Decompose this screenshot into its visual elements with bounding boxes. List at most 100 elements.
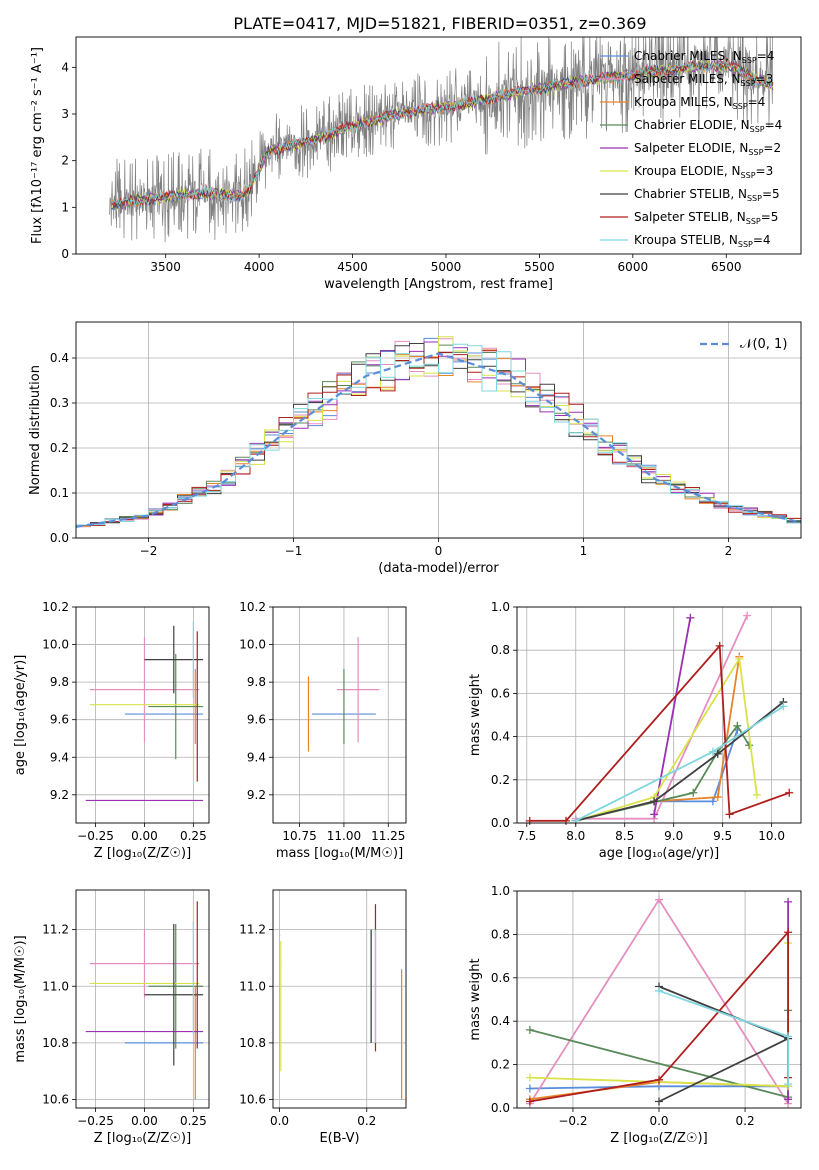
series-line-kroupa-elodie	[575, 656, 758, 822]
series-marker-salpeter-stelib	[785, 788, 794, 797]
y-tick-label: 10.0	[239, 638, 266, 652]
series-marker-chabrier-elodie	[733, 721, 742, 730]
plot-layer: 3500 4000 4500 5000 5500 6000 6500 0 1 2 3 4 wavelen…	[13, 36, 802, 1146]
series-marker-kroupa-elodie	[525, 1073, 534, 1082]
gaussian-curve	[75, 352, 802, 528]
x-tick-label: 4000	[244, 260, 275, 274]
series-marker-kroupa-stelib	[784, 1080, 793, 1089]
series-line-chabrier-miles	[575, 729, 739, 822]
x-tick-label: 0.2	[357, 1114, 376, 1128]
series-marker-chabrier-elodie	[689, 788, 698, 797]
plot-area	[109, 36, 774, 243]
y-axis-label: Flux [fλ10⁻¹⁷ erg cm⁻² s⁻¹ A⁻¹]	[30, 47, 45, 244]
y-axis-label: mass weight	[468, 674, 483, 756]
y-tick-label: 9.6	[247, 713, 266, 727]
y-tick-label: 0.3	[50, 396, 69, 410]
series-marker-chabrier-stelib	[655, 1097, 663, 1106]
panel-age-vs-Z: −0.25 0.00 0.25 9.2 9.4 9.6 9.8 10.0 10.2 Z [log₁…	[13, 600, 210, 861]
x-tick-label: 4500	[337, 260, 368, 274]
y-tick-label: 10.8	[239, 1036, 266, 1050]
x-axis-label: Z [log₁₀(Z/Z☉)]	[94, 1131, 191, 1146]
series-line-salpeter-stelib	[529, 929, 789, 1103]
y-tick-label: 9.6	[50, 713, 69, 727]
x-tick-label: 0.25	[180, 1114, 207, 1128]
x-tick-label: 10.75	[282, 829, 316, 843]
y-tick-label: 0.2	[491, 773, 510, 787]
series-marker-salpeter-stelib	[525, 1097, 534, 1106]
legend-label-gaussian: 𝒩(0, 1)	[740, 337, 787, 352]
x-tick-label: 3500	[150, 260, 181, 274]
series-marker-kroupa-elodie	[752, 790, 761, 799]
x-tick-label: −1	[285, 544, 303, 558]
series-marker-salpeter-elodie	[650, 810, 659, 819]
series-marker-salpeter-elodie	[784, 1095, 793, 1104]
y-tick-label: 0.0	[50, 531, 69, 545]
y-tick-label: 0.2	[491, 1058, 510, 1072]
series-marker-salpeter-stelib	[525, 816, 534, 825]
x-tick-label: 6000	[618, 260, 649, 274]
series-marker-kroupa-miles	[713, 793, 722, 802]
legend-label-salpeter-elodie: Salpeter ELODIE, NSSP=2	[634, 141, 781, 157]
series-marker-kroupa-stelib	[779, 702, 788, 711]
series-line-salpeter-elodie	[653, 617, 692, 815]
series-marker-salpeter-elodie	[686, 613, 695, 622]
x-axis-label: wavelength [Angstrom, rest frame]	[324, 277, 553, 292]
y-tick-label: 9.4	[50, 750, 69, 764]
x-tick-label: 0.2	[736, 1114, 755, 1128]
plot-area	[525, 611, 794, 825]
series-marker-chabrier-miles	[525, 1084, 534, 1093]
series-marker-kroupa-stelib	[784, 1032, 793, 1041]
y-tick-label: 9.2	[247, 788, 266, 802]
y-tick-label: 11.0	[239, 979, 266, 993]
y-tick-label: 0.4	[491, 1014, 510, 1028]
y-tick-label: 0.8	[491, 643, 510, 657]
legend-label-chabrier-elodie: Chabrier ELODIE, NSSP=4	[634, 118, 782, 134]
x-tick-label: 1	[580, 544, 588, 558]
x-axis-label: E(B-V)	[319, 1131, 359, 1146]
x-tick-label: 0.0	[649, 1114, 668, 1128]
x-tick-label: 2	[725, 544, 733, 558]
y-tick-label: 9.8	[247, 675, 266, 689]
series-marker-salpeter-stelib	[784, 928, 793, 937]
axes-frame	[516, 890, 802, 1109]
panel-massweight-vs-Z: −0.2 0.0 0.2 0.0 0.2 0.4 0.6 0.8 1.0 Z [log₁₀(Z/Z…	[468, 884, 802, 1146]
plot-area	[525, 895, 793, 1108]
y-tick-label: 3	[61, 107, 69, 121]
plot-area	[75, 336, 802, 528]
legend-label-kroupa-elodie: Kroupa ELODIE, NSSP=3	[634, 164, 773, 180]
panel-mass-vs-Z: −0.25 0.00 0.25 10.6 10.8 11.0 11.2 Z [log₁₀(Z/…	[13, 889, 210, 1146]
axes-frame	[75, 889, 210, 1109]
y-axis-label: Normed distribution	[28, 365, 43, 495]
y-tick-label: 4	[61, 60, 69, 74]
series-marker-salpeter-stelib	[655, 1075, 663, 1084]
axes-frame	[75, 321, 802, 539]
y-tick-label: 0	[61, 247, 69, 261]
y-tick-label: 0.6	[491, 971, 510, 985]
x-tick-label: 0.00	[131, 1114, 158, 1128]
y-tick-label: 0.6	[491, 686, 510, 700]
y-tick-label: 11.2	[42, 923, 69, 937]
legend-label-kroupa-stelib: Kroupa STELIB, NSSP=4	[634, 233, 771, 249]
x-tick-label: 5500	[524, 260, 555, 274]
x-tick-label: 6500	[711, 260, 742, 274]
series-marker-salpeter-stelib	[715, 641, 724, 650]
legend-label-kroupa-miles: Kroupa MILES, NSSP=4	[634, 95, 765, 111]
legend-label-salpeter-stelib: Salpeter STELIB, NSSP=5	[634, 210, 778, 226]
y-tick-label: 0.8	[491, 927, 510, 941]
y-tick-label: 10.2	[42, 600, 69, 614]
y-tick-label: 10.6	[239, 1093, 266, 1107]
series-marker-kroupa-stelib	[708, 747, 717, 756]
series-marker-salpeter-stelib	[561, 816, 570, 825]
y-tick-label: 1	[61, 200, 69, 214]
y-tick-label: 1.0	[491, 884, 510, 898]
series-marker-salpeter-miles	[743, 611, 752, 620]
legend-label-salpeter-miles: Salpeter MILES, NSSP=3	[634, 72, 773, 88]
series-marker-chabrier-stelib	[650, 797, 659, 806]
y-tick-label: 2	[61, 154, 69, 168]
axes-frame	[272, 606, 407, 824]
axes-frame	[75, 36, 802, 255]
figure-title: PLATE=0417, MJD=51821, FIBERID=0351, z=0…	[233, 14, 646, 33]
y-tick-label: 10.8	[42, 1036, 69, 1050]
y-axis-label: age [log₁₀(age/yr)]	[13, 655, 28, 776]
panel-massweight-vs-age: 7.5 8.0 8.5 9.0 9.5 10.0 0.0 0.2 0.4 0.6 0.8 1.0 age…	[468, 600, 802, 861]
